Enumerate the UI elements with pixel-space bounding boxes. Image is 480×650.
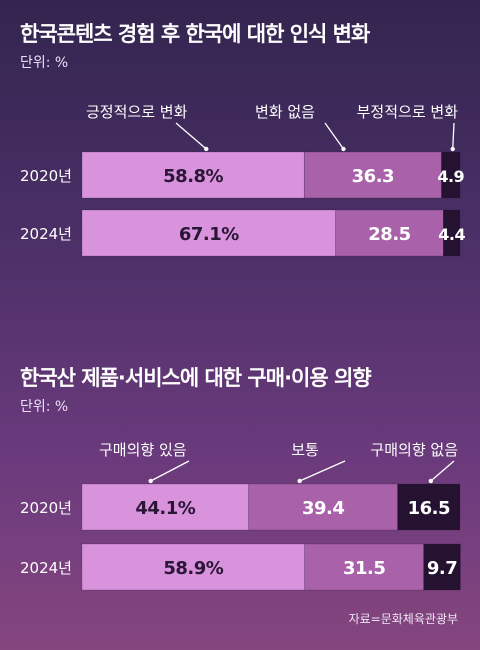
bar-segment [443,209,461,257]
bar-segment [423,543,461,591]
legend-pointer-line [150,460,190,482]
legend-label: 구매의향 있음 [99,441,187,459]
data-label: 4.9 [437,167,464,186]
data-label: 4.4 [438,225,465,244]
legend-label: 부정적으로 변화 [357,103,459,121]
bar-segment [81,151,305,199]
legend-label: 보통 [291,441,319,459]
data-label: 67.1% [179,224,239,245]
legend-pointer-dot [297,478,302,484]
data-label: 31.5 [343,558,385,579]
legend-pointer-line [299,460,346,482]
chart-title: 한국산 제품·서비스에 대한 구매·이용 의향 [20,366,372,390]
legend-pointer-dot [148,478,153,484]
data-label: 9.7 [427,558,457,579]
bar-segment [81,543,305,591]
bar-segment [441,151,461,199]
legend-pointer-dot [341,146,346,152]
category-label: 2024년 [20,225,72,243]
bar-segment [304,543,425,591]
bar-segment [397,483,461,531]
legend-pointer-line [175,122,207,150]
bar-segment [335,209,444,257]
legend-pointer-dot [450,146,455,152]
data-label: 44.1% [135,498,195,519]
category-label: 2020년 [20,499,72,517]
legend-pointer-dot [204,146,209,152]
bar-segment [248,483,398,531]
legend-label: 구매의향 없음 [370,441,458,459]
bar-segment [81,209,336,257]
chart-plot: 긍정적으로 변화 변화 없음 부정적으로 변화 2020년 58.8% 36.3 4.9 20… [20,103,466,257]
chart-title: 한국콘텐츠 경험 후 한국에 대한 인식 변화 [20,22,370,46]
data-label: 58.8% [163,166,223,187]
category-label: 2020년 [20,167,72,185]
data-label: 58.9% [163,558,223,579]
unit-label: 단위: % [20,399,69,415]
legend-label: 긍정적으로 변화 [86,103,188,121]
data-label: 36.3 [352,166,394,187]
category-label: 2024년 [20,559,72,577]
data-label: 28.5 [368,224,410,245]
data-label: 16.5 [408,498,450,519]
legend-pointer-line [430,460,455,482]
data-label: 39.4 [302,498,344,519]
chart-plot: 구매의향 있음 보통 구매의향 없음 2020년 44.1% 39.4 16.5 2024년 5… [20,441,461,591]
source-note: 자료=문화체육관광부 [348,612,458,626]
bar-segment [81,483,249,531]
legend-pointer-line [452,122,455,150]
legend-label: 변화 없음 [255,103,315,121]
unit-label: 단위: % [20,55,69,71]
legend-pointer-line [324,122,345,150]
legend-pointer-dot [428,478,434,484]
